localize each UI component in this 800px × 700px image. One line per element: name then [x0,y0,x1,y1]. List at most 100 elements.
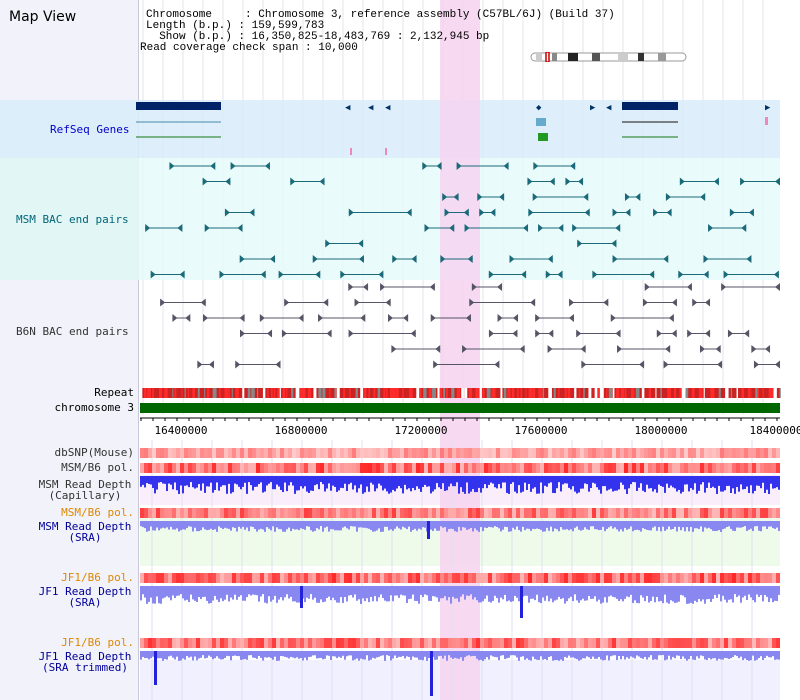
repeat-block [597,388,601,398]
repeat-block [402,388,404,398]
depth-bar [540,521,542,530]
refseq-genes-label[interactable]: RefSeq Genes [50,123,130,136]
heat-cell [196,448,200,458]
bac-end-marker [741,224,747,232]
heat-cell [740,508,744,518]
jf1-depth-sra-label[interactable]: JF1 Read Depth (SRA) [24,586,146,608]
depth-bar [198,651,200,659]
depth-bar [618,651,620,656]
depth-bar [622,476,624,485]
bac-end-marker [202,177,208,186]
heat-cell [228,573,232,583]
heat-cell [644,573,648,583]
repeat-block [152,388,154,398]
depth-bar [334,521,336,531]
heat-cell [440,448,444,458]
depth-bar [626,586,628,597]
depth-bar [610,651,612,657]
depth-bar [310,476,312,491]
heat-cell [212,638,216,648]
depth-bar [530,586,532,599]
bac-end-marker [592,270,598,279]
heat-cell [220,573,224,583]
bac-end-marker [494,360,500,369]
b6n-bac-label[interactable]: B6N BAC end pairs [16,325,129,338]
heat-cell [424,508,428,518]
depth-bar [392,521,394,531]
heat-cell [432,573,436,583]
depth-bar [276,586,278,603]
depth-bar [688,586,690,604]
repeat-block [158,388,163,398]
depth-bar [706,476,708,488]
gene-marker: ◀ [345,103,351,113]
bac-end-marker [477,193,483,201]
depth-bar [530,476,532,492]
heat-cell [584,508,588,518]
heat-cell [332,508,336,518]
msm-depth-capillary-label[interactable]: MSM Read Depth (Capillary) [24,479,146,501]
jf1-pol-trimmed-label[interactable]: JF1/B6 pol. [61,636,134,649]
heat-cell [156,638,160,648]
bac-end-marker [569,298,575,307]
jf1-depth-trimmed-label[interactable]: JF1 Read Depth (SRA trimmed) [24,651,146,673]
depth-bar [586,651,588,657]
depth-bar [712,651,714,659]
depth-bar [188,586,190,602]
jf1-pol-label[interactable]: JF1/B6 pol. [61,571,134,584]
depth-bar [688,476,690,492]
depth-bar [516,651,518,658]
heat-cell [292,573,296,583]
depth-bar [624,476,626,490]
repeat-block [768,388,773,398]
depth-bar [522,651,524,657]
depth-bar [370,586,372,598]
chromosome-ideogram[interactable] [530,52,687,62]
depth-bar [482,521,484,532]
depth-bar [610,521,612,527]
depth-bar [442,476,444,484]
heat-cell [232,508,236,518]
heat-cell [472,573,476,583]
heat-cell [152,638,156,648]
depth-bar [526,586,528,596]
depth-bar [718,651,720,659]
depth-bar [654,521,656,527]
msm-bac-label[interactable]: MSM BAC end pairs [16,213,129,226]
depth-bar [276,651,278,661]
heat-cell [460,573,464,583]
depth-bar [708,586,710,600]
depth-bar [542,521,544,532]
depth-bar [608,651,610,661]
msm-depth-sra-label[interactable]: MSM Read Depth (SRA) [24,521,146,543]
depth-bar [638,521,640,531]
depth-bar [298,586,300,603]
depth-bar [242,586,244,601]
depth-bar [236,521,238,532]
depth-bar [242,651,244,660]
heat-cell [168,448,172,458]
msm-pol-sra-label[interactable]: MSM/B6 pol. [61,506,134,519]
msm-pol-label[interactable]: MSM/B6 pol. [61,461,134,474]
dbsnp-label[interactable]: dbSNP(Mouse) [54,446,134,459]
heat-cell [548,508,552,518]
depth-bar [578,476,580,493]
depth-bar [168,651,170,657]
depth-bar [628,476,630,489]
depth-bar [150,521,152,527]
depth-bar [684,476,686,485]
heat-cell [580,508,584,518]
heat-cell [140,448,144,458]
bac-end-marker [326,329,332,338]
bac-end-marker [315,270,321,279]
depth-bar [490,651,492,656]
depth-bar [230,476,232,494]
depth-bar [150,586,152,598]
depth-bar [188,476,190,488]
depth-bar [630,476,632,485]
depth-bar [196,521,198,532]
depth-bar [414,476,416,491]
heat-cell [748,448,752,458]
heat-cell [432,463,436,473]
heat-cell [740,448,744,458]
